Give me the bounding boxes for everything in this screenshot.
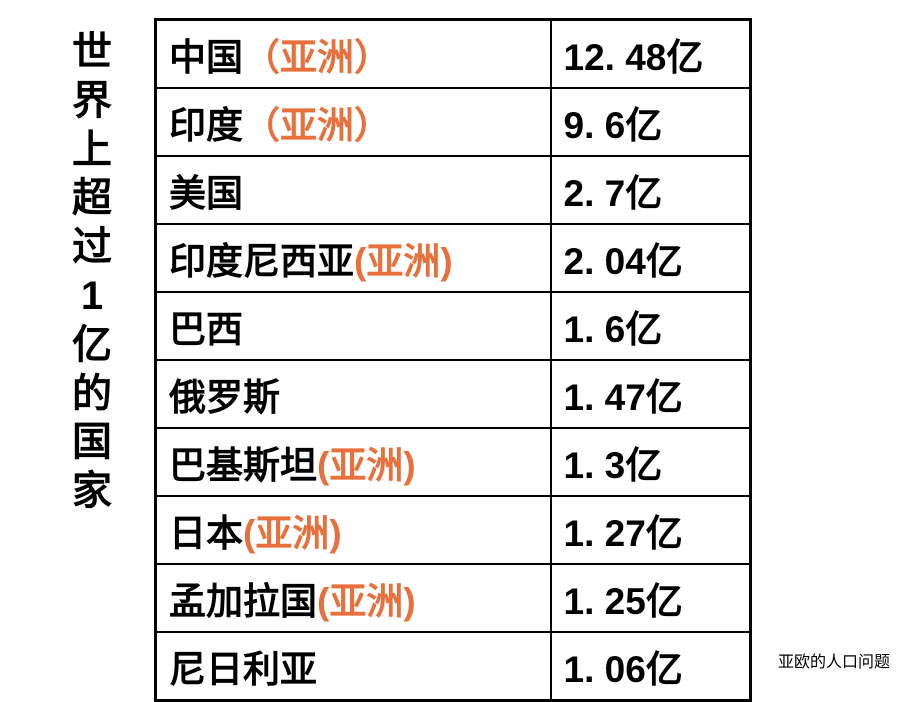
footer-note: 亚欧的人口问题	[778, 648, 890, 672]
title-char: 1	[72, 272, 112, 321]
country-name: 巴西	[169, 309, 243, 350]
country-cell: 印度（亚洲）	[156, 88, 551, 156]
table-row: 中国（亚洲）12. 48亿	[156, 20, 751, 89]
country-cell: 孟加拉国(亚洲)	[156, 564, 551, 632]
value-cell: 1. 06亿	[551, 632, 751, 701]
country-cell: 美国	[156, 156, 551, 224]
title-char: 过	[72, 223, 112, 272]
title-char: 的	[72, 370, 112, 419]
table-row: 巴西 1. 6亿	[156, 292, 751, 360]
country-cell: 巴西	[156, 292, 551, 360]
population-table: 中国（亚洲）12. 48亿印度（亚洲）9. 6亿美国2. 7亿印度尼西亚(亚洲)…	[154, 18, 752, 702]
table-row: 巴基斯坦(亚洲)1. 3亿	[156, 428, 751, 496]
table-row: 美国 2. 7亿	[156, 156, 751, 224]
country-name: 尼日利亚	[169, 649, 317, 690]
table-row: 印度尼西亚(亚洲)2. 04亿	[156, 224, 751, 292]
country-name: 日本	[169, 513, 243, 554]
continent-label: (亚洲)	[317, 581, 416, 622]
continent-label: (亚洲)	[354, 241, 453, 282]
country-cell: 日本(亚洲)	[156, 496, 551, 564]
value-cell: 2. 7亿	[551, 156, 751, 224]
country-name: 印度尼西亚	[169, 241, 354, 282]
continent-label: （亚洲）	[243, 105, 391, 146]
title-char: 界	[72, 77, 112, 126]
country-name: 俄罗斯	[169, 377, 280, 418]
value-cell: 1. 25亿	[551, 564, 751, 632]
country-name: 印度	[169, 105, 243, 146]
main-container: 世界上超过1亿的国家 中国（亚洲）12. 48亿印度（亚洲）9. 6亿美国2. …	[0, 0, 920, 702]
value-cell: 12. 48亿	[551, 20, 751, 89]
country-name: 孟加拉国	[169, 581, 317, 622]
continent-label: (亚洲)	[317, 445, 416, 486]
value-cell: 2. 04亿	[551, 224, 751, 292]
country-cell: 中国（亚洲）	[156, 20, 551, 89]
value-cell: 1. 47亿	[551, 360, 751, 428]
value-cell: 1. 6亿	[551, 292, 751, 360]
table-row: 日本(亚洲)1. 27亿	[156, 496, 751, 564]
continent-label: (亚洲)	[243, 513, 342, 554]
country-cell: 俄罗斯	[156, 360, 551, 428]
country-cell: 巴基斯坦(亚洲)	[156, 428, 551, 496]
title-char: 超	[72, 174, 112, 223]
value-cell: 1. 27亿	[551, 496, 751, 564]
table-row: 尼日利亚 1. 06亿	[156, 632, 751, 701]
value-cell: 9. 6亿	[551, 88, 751, 156]
country-cell: 尼日利亚	[156, 632, 551, 701]
table-row: 俄罗斯 1. 47亿	[156, 360, 751, 428]
table-row: 孟加拉国(亚洲)1. 25亿	[156, 564, 751, 632]
title-char: 国	[72, 418, 112, 467]
table-row: 印度（亚洲）9. 6亿	[156, 88, 751, 156]
title-char: 世	[72, 28, 112, 77]
vertical-title: 世界上超过1亿的国家	[72, 18, 112, 516]
country-name: 美国	[169, 173, 243, 214]
country-name: 中国	[169, 37, 243, 78]
title-char: 亿	[72, 321, 112, 370]
value-cell: 1. 3亿	[551, 428, 751, 496]
title-char: 家	[72, 467, 112, 516]
title-char: 上	[72, 126, 112, 175]
country-name: 巴基斯坦	[169, 445, 317, 486]
continent-label: （亚洲）	[243, 37, 391, 78]
table-body: 中国（亚洲）12. 48亿印度（亚洲）9. 6亿美国2. 7亿印度尼西亚(亚洲)…	[156, 20, 751, 701]
country-cell: 印度尼西亚(亚洲)	[156, 224, 551, 292]
